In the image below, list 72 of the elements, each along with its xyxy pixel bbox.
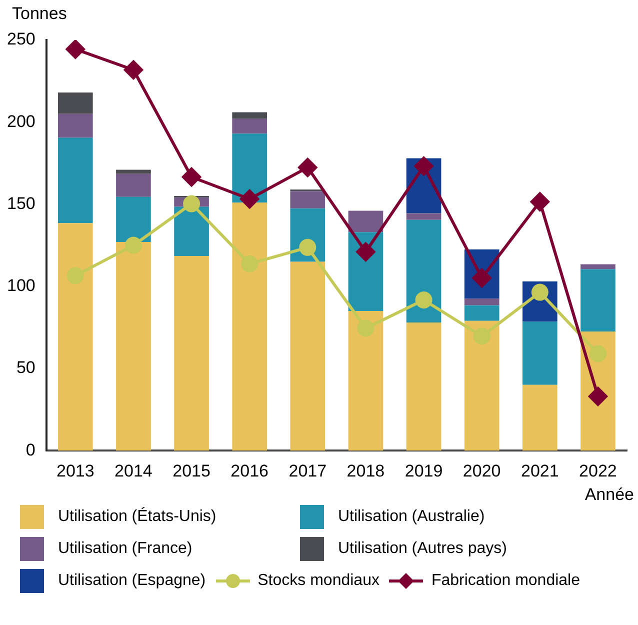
legend-label: Utilisation (Autres pays) [338, 540, 507, 558]
bar [580, 269, 616, 332]
bar [174, 206, 209, 256]
x-tick-label: 2014 [114, 461, 152, 480]
y-tick-label: 200 [6, 112, 36, 131]
x-tick-label: 2018 [346, 461, 385, 480]
bar [580, 264, 616, 270]
bar [464, 298, 500, 306]
point [415, 291, 432, 308]
x-tick-label: 2015 [172, 461, 210, 480]
point [473, 328, 490, 345]
bar [232, 118, 268, 134]
point [588, 386, 608, 406]
bar [348, 210, 384, 232]
bar [58, 138, 93, 224]
point [298, 158, 318, 177]
y-tick-label: 100 [6, 276, 36, 296]
bar [58, 114, 93, 138]
x-tick-label: 2017 [288, 461, 327, 480]
bar [522, 384, 558, 451]
x-tick-label: 2021 [520, 461, 559, 480]
bar [58, 223, 93, 451]
point [414, 156, 434, 176]
point [357, 320, 374, 337]
y-tick-label: 0 [26, 440, 36, 460]
legend-label: Utilisation (France) [58, 540, 192, 558]
point [183, 195, 200, 212]
bar [116, 170, 151, 174]
x-tick-label: 2022 [579, 461, 617, 480]
point [124, 236, 142, 254]
y-tick-label: 250 [6, 30, 36, 49]
bar [116, 174, 151, 197]
bar [522, 322, 558, 385]
x-tick-label: 2013 [56, 461, 94, 480]
point [589, 345, 606, 362]
bar [406, 220, 442, 322]
bar [348, 310, 384, 451]
legend-label: Fabrication mondiale [431, 572, 580, 590]
point [182, 167, 202, 186]
bar [116, 242, 151, 451]
legend-label: Utilisation (Espagne) [58, 572, 206, 590]
bar [464, 320, 500, 451]
x-tick-label: 2020 [462, 461, 501, 480]
bar [174, 256, 209, 451]
bar [58, 92, 93, 114]
x-tick-label: 2019 [404, 461, 443, 480]
y-axis-title: Tonnes [12, 4, 67, 24]
point [241, 255, 258, 272]
point [299, 238, 316, 256]
bar [290, 262, 326, 451]
bar [406, 213, 442, 220]
point [356, 242, 376, 262]
legend-label: Stocks mondiaux [258, 572, 380, 590]
point [531, 284, 548, 301]
point [124, 60, 143, 80]
point [66, 267, 84, 284]
x-tick-label: 2016 [230, 461, 268, 480]
bar [116, 196, 151, 242]
legend-label: Utilisation (Australie) [338, 508, 485, 526]
legend-label: Utilisation (États-Unis) [58, 508, 216, 526]
bar [232, 202, 268, 451]
bar [464, 305, 500, 321]
x-axis-title: Année [584, 485, 634, 504]
bar [232, 112, 268, 119]
y-tick-label: 50 [16, 358, 36, 378]
bar [232, 134, 268, 203]
point [240, 189, 260, 208]
point [530, 192, 550, 212]
bar [406, 322, 442, 451]
bar [290, 191, 326, 208]
point [66, 40, 85, 59]
y-tick-label: 150 [6, 194, 36, 213]
